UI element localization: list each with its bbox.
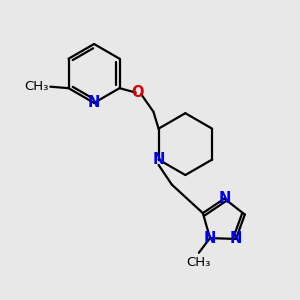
Text: N: N [230,232,242,247]
Text: O: O [132,85,144,100]
Text: N: N [152,152,165,167]
Text: CH₃: CH₃ [24,80,48,93]
Text: N: N [218,191,231,206]
Text: N: N [204,231,216,246]
Text: N: N [88,95,100,110]
Text: CH₃: CH₃ [187,256,211,269]
